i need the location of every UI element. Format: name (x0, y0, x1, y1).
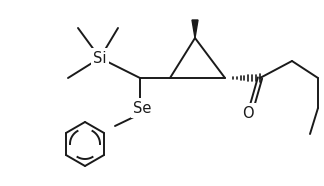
Text: Si: Si (93, 51, 107, 65)
Text: Se: Se (133, 100, 151, 116)
Text: O: O (242, 105, 254, 121)
Polygon shape (192, 20, 198, 38)
